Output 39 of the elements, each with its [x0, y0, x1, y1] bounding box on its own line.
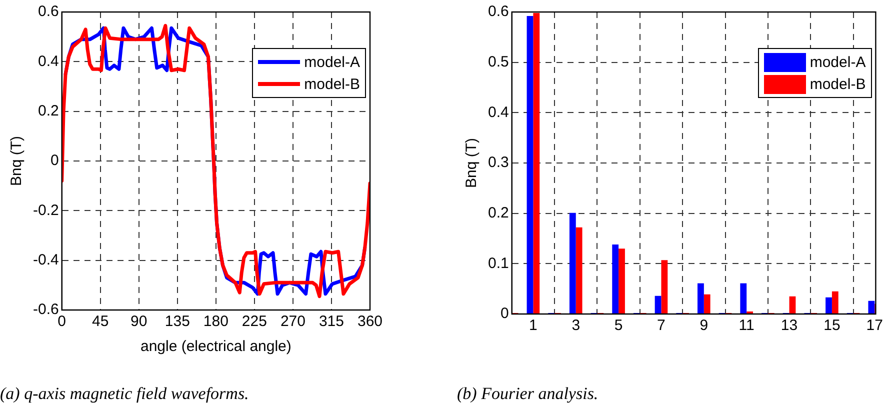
x-tick-label: 17: [866, 317, 883, 334]
x-tick-label: 360: [357, 313, 383, 330]
y-tick-label: 0.2: [38, 102, 59, 120]
x-tick-label: 13: [780, 317, 798, 334]
text: (a) q-axis magnetic field waveforms.: [0, 384, 249, 404]
y-tick-label: -0.4: [32, 251, 59, 268]
x-tick-label: 7: [657, 317, 666, 334]
y-tick-label: 0.4: [488, 104, 509, 121]
x-tick-label: 270: [280, 313, 306, 330]
y-tick-label: 0.2: [488, 204, 509, 222]
text: (b) Fourier analysis.: [457, 384, 598, 404]
legend-label: model-B: [304, 76, 360, 92]
x-tick-label: 225: [242, 313, 267, 330]
legend-label: model-B: [810, 76, 866, 92]
x-tick-label: 1: [529, 317, 538, 334]
y-tick-label: 0.3: [488, 154, 509, 172]
x-tick-label: 45: [92, 313, 109, 330]
x-tick-label: 135: [164, 313, 190, 330]
y-tick-label: -0.6: [32, 301, 59, 318]
y-tick-label: 0.6: [488, 3, 509, 20]
legend-label: model-A: [810, 54, 866, 70]
x-tick-label: 9: [700, 317, 708, 334]
x-tick-label: 5: [614, 317, 623, 334]
x-tick-label: 15: [824, 317, 840, 334]
x-tick-label: 315: [318, 313, 344, 330]
x-tick-label: 90: [130, 313, 148, 330]
x-tick-label: 3: [572, 317, 580, 334]
y-tick-label: 0.4: [38, 52, 59, 70]
y-tick-label: -0.2: [32, 202, 59, 219]
y-tick-label: 0.5: [488, 53, 509, 70]
x-tick-label: 11: [738, 317, 754, 334]
x-tick-label: 180: [203, 313, 228, 330]
y-tick-label: 0: [50, 152, 59, 170]
y-tick-label: 0.6: [38, 3, 59, 20]
y-axis-title: Bnq (T): [8, 136, 26, 186]
x-axis-title: angle (electrical angle): [140, 338, 292, 356]
y-axis-title: Bnq (T): [463, 138, 480, 188]
y-tick-label: 0.1: [488, 254, 509, 272]
legend-label: model-A: [304, 54, 360, 70]
